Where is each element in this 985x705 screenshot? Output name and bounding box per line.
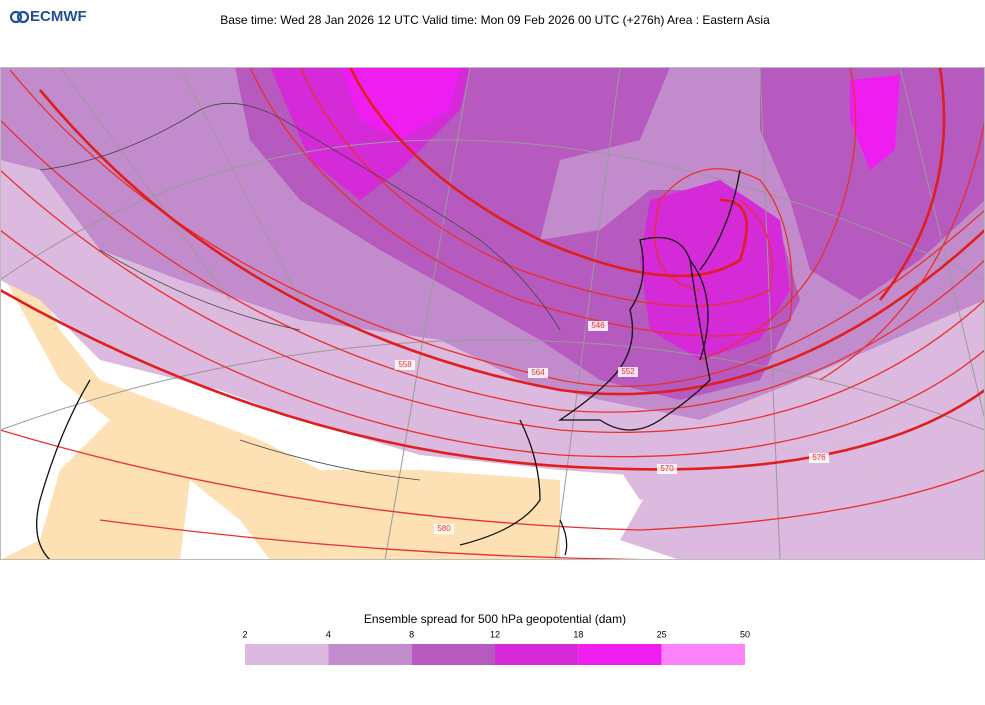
spread-band-1 [0, 160, 985, 560]
sea [0, 270, 110, 560]
contour-label-bg [434, 524, 454, 534]
contour-label: 552 [621, 367, 635, 376]
logo-icon [9, 10, 23, 24]
colorbar-swatch [411, 644, 495, 665]
contour-label-bg [395, 360, 415, 370]
map [0, 67, 985, 560]
spread-band-1 [620, 400, 985, 500]
contour-label: 558 [398, 360, 412, 369]
sea [180, 480, 270, 560]
contour-label: 564 [531, 368, 545, 377]
colorbar-tick-label: 50 [740, 629, 750, 639]
contour-label: 570 [660, 464, 674, 473]
colorbar-swatch [578, 644, 662, 665]
contour-label: 576 [812, 453, 826, 462]
contour-label-bg [528, 368, 548, 378]
spread-band-5 [340, 67, 460, 140]
contour-label-bg [657, 464, 677, 474]
colorbar-swatch [245, 644, 329, 665]
colorbar-tick-label: 18 [573, 629, 583, 639]
logo-icon [16, 10, 30, 24]
contour-labels: 546 552 558 564 570 576 580 [395, 321, 829, 534]
colorbar-tick-label: 25 [657, 629, 667, 639]
colorbar-tick-label: 4 [326, 629, 331, 639]
contour-label: 546 [591, 321, 605, 330]
colorbar: 2 4 8 12 18 25 50 [242, 629, 750, 665]
contour-label: 580 [437, 524, 451, 533]
contour-label-bg [809, 453, 829, 463]
spread-band-5 [850, 75, 900, 170]
colorbar-swatch [328, 644, 412, 665]
legend-title: Ensemble spread for 500 hPa geopotential… [364, 612, 626, 626]
logo-text: ECMWF [30, 8, 87, 25]
land [0, 230, 560, 560]
logo: ECMWF [9, 8, 87, 25]
header-title: Base time: Wed 28 Jan 2026 12 UTC Valid … [220, 13, 770, 27]
spread-band-4 [640, 180, 790, 360]
spread-band-3 [760, 67, 985, 300]
colorbar-swatch [661, 644, 745, 665]
contour-label-bg [618, 367, 638, 377]
contour-label-bg [588, 321, 608, 331]
colorbar-tick-label: 12 [490, 629, 500, 639]
colorbar-tick-label: 8 [409, 629, 414, 639]
colorbar-swatch [495, 644, 579, 665]
colorbar-tick-label: 2 [242, 629, 247, 639]
